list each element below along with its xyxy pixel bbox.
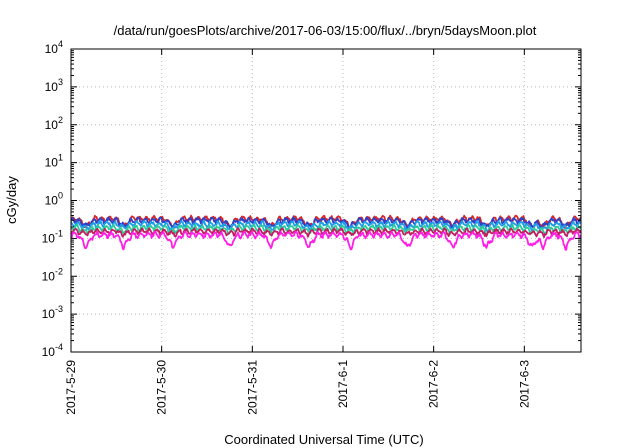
y-tick-label: 101 [45,153,63,170]
y-tick-label: 100 [45,191,63,208]
series-line [70,227,582,238]
y-axis: 10-4 10-3 10-2 10-1 100 101 102 103 104 [42,39,581,359]
series-group [70,214,582,251]
series-line [70,216,582,230]
series-line [70,220,582,233]
y-tick-label: 10-1 [42,228,63,245]
x-tick-label: 2017-6-2 [427,360,441,408]
chart-title: /data/run/goesPlots/archive/2017-06-03/1… [114,23,537,38]
x-tick-label: 2017-5-29 [64,360,78,415]
y-tick-label: 10-4 [42,342,63,359]
x-tick-label: 2017-5-30 [155,360,169,415]
x-tick-label: 2017-5-31 [245,360,259,415]
series-line [70,230,582,251]
y-tick-label: 104 [45,39,63,56]
x-tick-label: 2017-6-1 [336,360,350,408]
x-axis: 2017-5-29 2017-5-30 2017-5-31 2017-6-1 2017-… [64,49,531,415]
y-tick-label: 10-3 [42,304,63,321]
y-axis-label: cGy/day [4,176,19,224]
series-line [70,214,582,232]
series-line [70,223,582,236]
y-tick-label: 10-2 [42,266,63,283]
grid [70,49,581,352]
y-tick-label: 103 [45,77,63,94]
y-tick-label: 102 [45,115,63,132]
x-tick-label: 2017-6-3 [517,360,531,408]
x-axis-label: Coordinated Universal Time (UTC) [224,432,423,447]
